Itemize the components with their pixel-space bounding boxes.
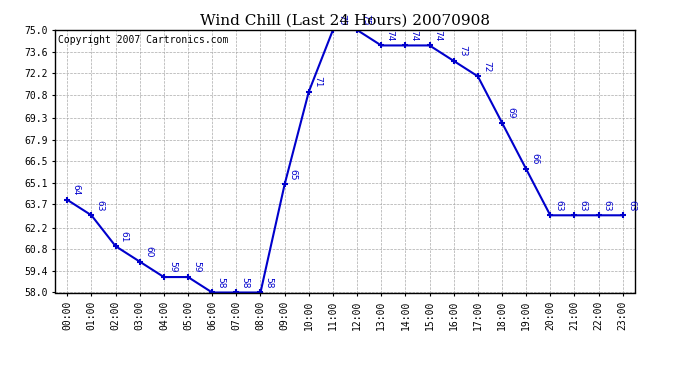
Text: 61: 61 <box>120 231 129 242</box>
Text: 74: 74 <box>434 30 443 41</box>
Text: 63: 63 <box>555 200 564 211</box>
Text: 58: 58 <box>241 277 250 288</box>
Text: 58: 58 <box>217 277 226 288</box>
Text: 63: 63 <box>627 200 636 211</box>
Text: Copyright 2007 Cartronics.com: Copyright 2007 Cartronics.com <box>58 35 228 45</box>
Text: 69: 69 <box>506 107 515 118</box>
Text: 59: 59 <box>168 261 177 273</box>
Text: 58: 58 <box>265 277 274 288</box>
Text: 71: 71 <box>313 76 322 88</box>
Text: 63: 63 <box>603 200 612 211</box>
Text: 73: 73 <box>458 45 467 57</box>
Text: 63: 63 <box>579 200 588 211</box>
Text: 59: 59 <box>193 261 201 273</box>
Text: 74: 74 <box>386 30 395 41</box>
Text: 66: 66 <box>531 153 540 165</box>
Text: 65: 65 <box>289 169 298 180</box>
Text: 74: 74 <box>410 30 419 41</box>
Text: 60: 60 <box>144 246 153 258</box>
Text: 63: 63 <box>96 200 105 211</box>
Text: 75: 75 <box>362 14 371 26</box>
Text: 64: 64 <box>72 184 81 196</box>
Title: Wind Chill (Last 24 Hours) 20070908: Wind Chill (Last 24 Hours) 20070908 <box>200 13 490 27</box>
Text: 75: 75 <box>337 14 346 26</box>
Text: 72: 72 <box>482 61 491 72</box>
